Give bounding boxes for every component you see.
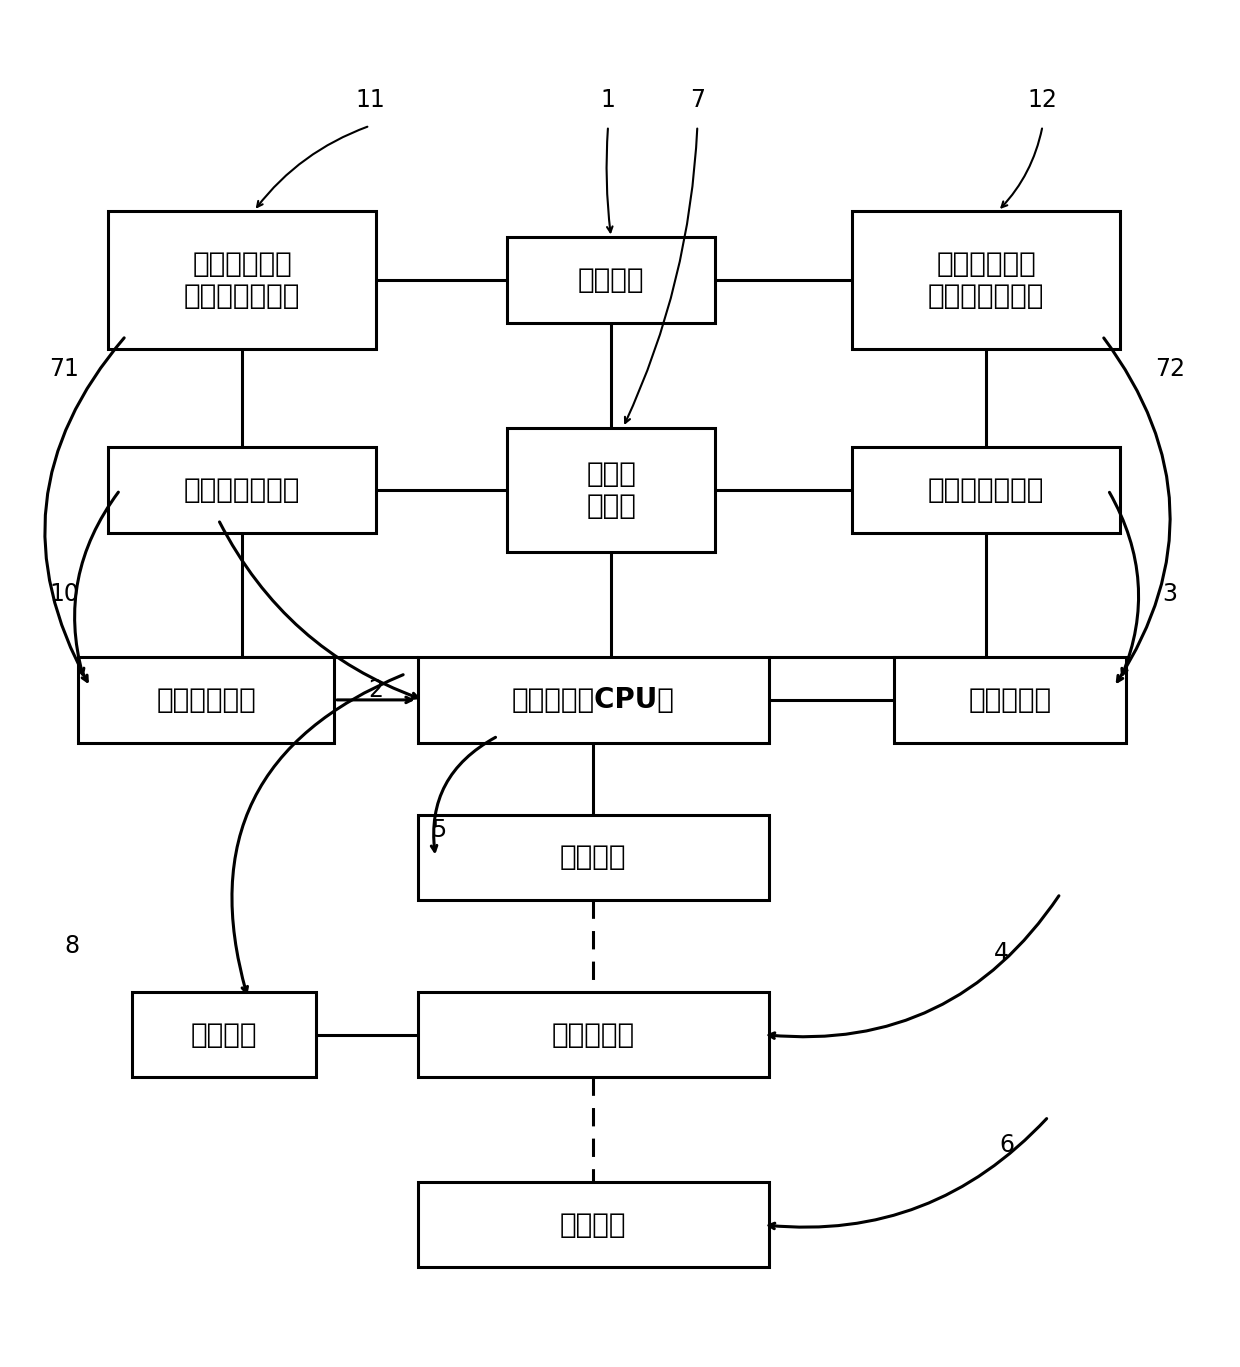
- Text: 第一模数转换器: 第一模数转换器: [184, 476, 300, 504]
- Text: 7: 7: [689, 87, 704, 112]
- Text: 第二监测装置
（第二传感器）: 第二监测装置 （第二传感器）: [928, 250, 1044, 310]
- Text: 71: 71: [50, 357, 79, 380]
- Bar: [852, 211, 1120, 349]
- Bar: [418, 1182, 769, 1267]
- Text: 4: 4: [993, 940, 1008, 965]
- Text: 云平台系统: 云平台系统: [552, 1021, 635, 1048]
- Text: 1: 1: [600, 87, 615, 112]
- Bar: [507, 428, 715, 552]
- Bar: [78, 658, 335, 742]
- Text: 第二模数转换器: 第二模数转换器: [928, 476, 1044, 504]
- Bar: [507, 238, 715, 323]
- Bar: [418, 815, 769, 899]
- Bar: [131, 992, 316, 1077]
- Text: 第一监测装置
（第一传感器）: 第一监测装置 （第一传感器）: [184, 250, 300, 310]
- Text: 通讯模块: 通讯模块: [560, 843, 626, 871]
- Text: 5: 5: [432, 819, 446, 842]
- Text: 3: 3: [1162, 582, 1178, 606]
- Text: 预警模块: 预警模块: [191, 1021, 258, 1048]
- Bar: [108, 447, 376, 533]
- Bar: [108, 211, 376, 349]
- Text: 反冲洗系统: 反冲洗系统: [968, 686, 1052, 714]
- Text: 控制模块（CPU）: 控制模块（CPU）: [512, 686, 675, 714]
- Bar: [418, 992, 769, 1077]
- Text: 11: 11: [355, 87, 384, 112]
- Text: 移动终端: 移动终端: [560, 1211, 626, 1239]
- Text: 6: 6: [999, 1133, 1014, 1158]
- Bar: [894, 658, 1126, 742]
- Bar: [852, 447, 1120, 533]
- Bar: [418, 658, 769, 742]
- Text: 10: 10: [50, 582, 79, 606]
- Text: 72: 72: [1154, 357, 1185, 380]
- Text: 12: 12: [1028, 87, 1058, 112]
- Text: 监测模块: 监测模块: [578, 267, 645, 294]
- Text: 水质检测系统: 水质检测系统: [156, 686, 257, 714]
- Text: 8: 8: [64, 934, 79, 958]
- Text: 信号调
理模块: 信号调 理模块: [587, 459, 636, 519]
- Text: 2: 2: [368, 678, 383, 703]
